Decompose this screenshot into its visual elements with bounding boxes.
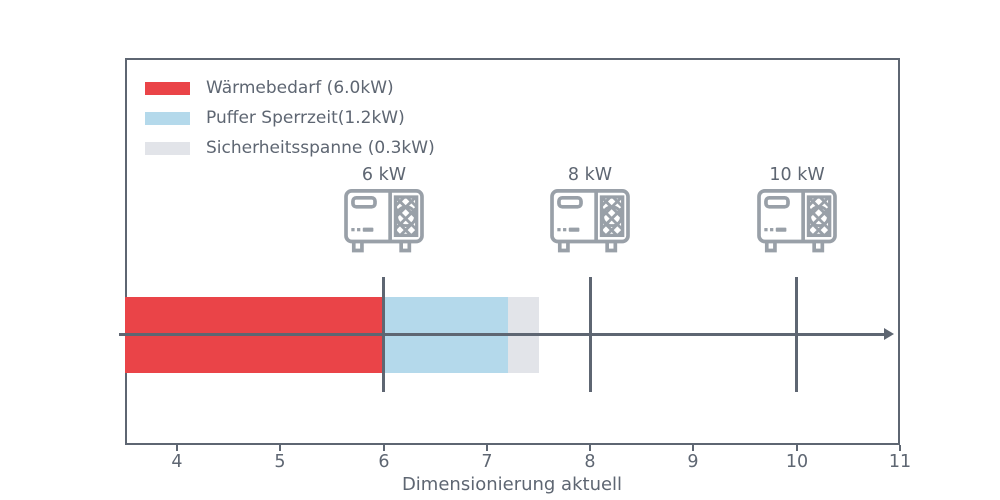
x-tick-label: 5 [274,452,286,472]
x-tick-mark [279,445,281,451]
pump-label-6kw: 6 kW [361,165,407,185]
legend-swatch-waermebedarf [145,82,190,95]
marker-line-8kw [589,277,592,392]
marker-line-6kw [382,277,385,392]
heat-pump-icon [757,189,837,253]
x-tick-label: 7 [481,452,493,472]
axis-arrowhead-icon [884,328,894,340]
legend-swatch-sicherheitsspanne [145,142,190,155]
pump-marker-8kw: 8 kW [542,165,638,255]
horizontal-axis-line [119,333,886,336]
legend-swatch-puffer-sperrzeit [145,112,190,125]
marker-line-10kw [795,277,798,392]
heat-pump-icon [344,189,424,253]
legend-label-waermebedarf: Wärmebedarf (6.0kW) [206,78,394,98]
legend-label-sicherheitsspanne: Sicherheitsspanne (0.3kW) [206,138,435,158]
x-tick-label: 6 [378,452,390,472]
x-axis-title: Dimensionierung aktuell [401,474,623,495]
x-tick-mark [692,445,694,451]
x-tick-mark [796,445,798,451]
pump-label-10kw: 10 kW [769,165,825,185]
legend-label-puffer-sperrzeit: Puffer Sperrzeit(1.2kW) [206,108,405,128]
x-tick-label: 4 [171,452,183,472]
x-tick-mark [383,445,385,451]
x-tick-mark [486,445,488,451]
x-tick-label: 11 [888,452,912,472]
pump-label-8kw: 8 kW [567,165,613,185]
x-tick-mark [899,445,901,451]
x-tick-mark [589,445,591,451]
x-tick-label: 8 [584,452,596,472]
heat-pump-icon [550,189,630,253]
x-tick-label: 10 [785,452,809,472]
pump-marker-6kw: 6 kW [336,165,432,255]
x-tick-mark [176,445,178,451]
pump-marker-10kw: 10 kW [749,165,845,255]
x-tick-label: 9 [687,452,699,472]
